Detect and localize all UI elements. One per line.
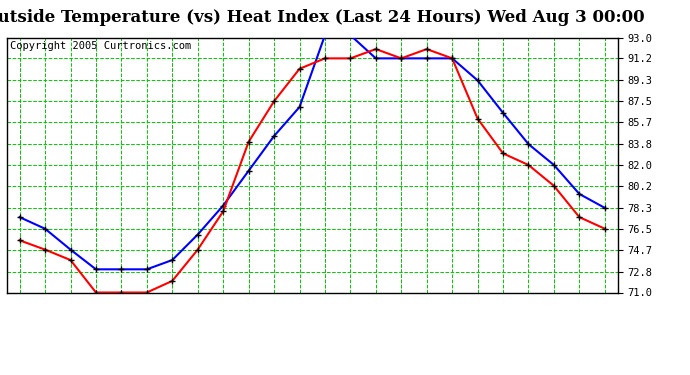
Text: 06:00: 06:00 [142,297,152,328]
Text: 08:00: 08:00 [193,297,203,328]
Text: 09:00: 09:00 [218,297,228,328]
Text: Outside Temperature (vs) Heat Index (Last 24 Hours) Wed Aug 3 00:00: Outside Temperature (vs) Heat Index (Las… [0,9,644,26]
Text: 17:00: 17:00 [422,297,432,328]
Text: 10:00: 10:00 [244,297,254,328]
Text: 05:00: 05:00 [117,297,126,328]
Text: 11:00: 11:00 [269,297,279,328]
Text: 22:00: 22:00 [549,297,559,328]
Text: 18:00: 18:00 [447,297,457,328]
Text: 00:00: 00:00 [600,297,610,328]
Text: Copyright 2005 Curtronics.com: Copyright 2005 Curtronics.com [10,41,191,51]
Text: 13:00: 13:00 [320,297,330,328]
Text: 12:00: 12:00 [295,297,304,328]
Text: 01:00: 01:00 [14,297,25,328]
Text: 04:00: 04:00 [91,297,101,328]
Text: 07:00: 07:00 [167,297,177,328]
Text: 16:00: 16:00 [396,297,406,328]
Text: 14:00: 14:00 [346,297,355,328]
Text: 03:00: 03:00 [66,297,75,328]
Text: 21:00: 21:00 [524,297,533,328]
Text: 20:00: 20:00 [498,297,508,328]
Text: 15:00: 15:00 [371,297,381,328]
Text: 19:00: 19:00 [473,297,482,328]
Text: 23:00: 23:00 [574,297,584,328]
Text: 02:00: 02:00 [40,297,50,328]
